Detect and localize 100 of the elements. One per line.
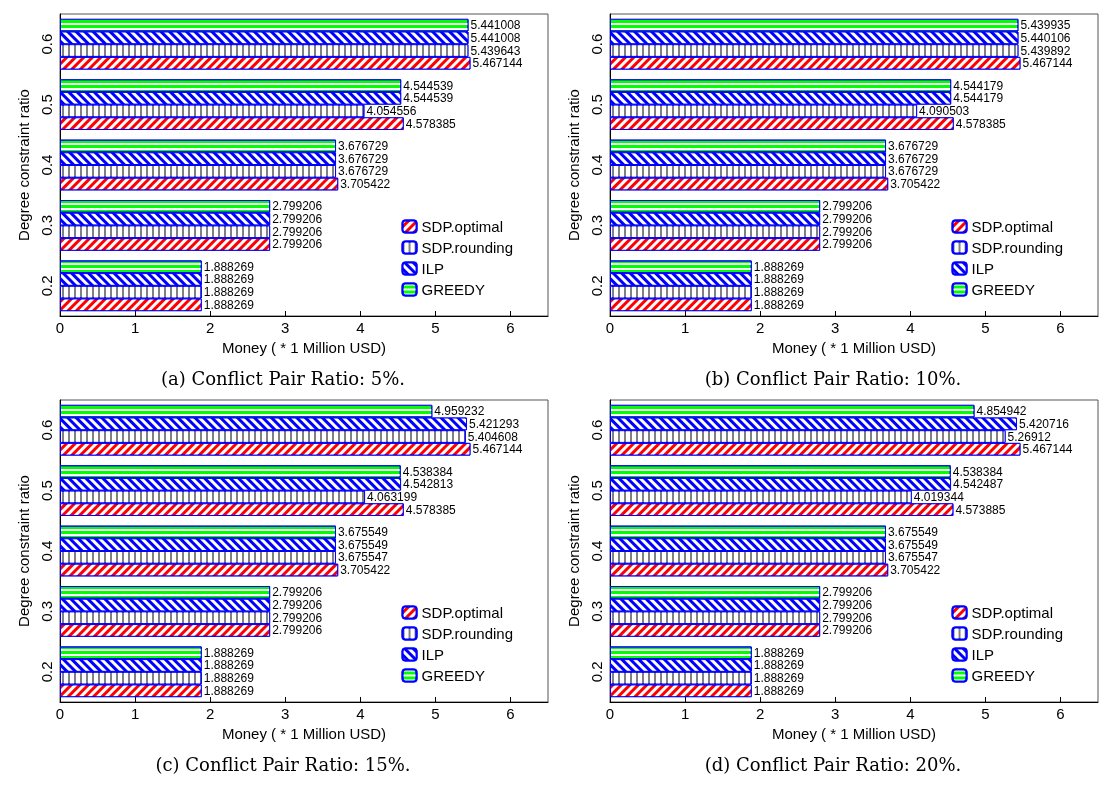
legend-label: SDP.rounding xyxy=(971,625,1064,642)
data-label: 5.439643 xyxy=(470,43,521,58)
data-label: 4.542487 xyxy=(953,477,1004,492)
x-tick-label: 5 xyxy=(431,319,440,336)
x-tick-label: 3 xyxy=(281,705,290,722)
x-axis-title: Money ( * 1 Million USD) xyxy=(771,724,937,742)
data-label: 1.888269 xyxy=(203,272,255,287)
y-tick-label: 0.2 xyxy=(588,275,605,297)
data-label: 4.538384 xyxy=(952,464,1004,479)
x-tick-label: 1 xyxy=(680,705,690,722)
x-tick-label: 1 xyxy=(130,705,140,722)
data-label: 3.705422 xyxy=(890,563,941,578)
data-label: 4.578385 xyxy=(955,116,1007,131)
data-label: 3.676729 xyxy=(338,164,389,179)
x-tick-label: 2 xyxy=(755,705,765,722)
data-label: 5.404608 xyxy=(467,429,519,444)
data-label: 3.675549 xyxy=(337,537,389,552)
data-label: 2.799206 xyxy=(272,212,323,227)
x-tick-label: 4 xyxy=(906,705,915,722)
data-label: 4.578385 xyxy=(405,502,457,517)
y-tick-label: 0.4 xyxy=(38,154,55,176)
data-label: 2.799206 xyxy=(822,224,873,239)
data-label: 4.544179 xyxy=(953,78,1004,93)
y-tick-label: 0.6 xyxy=(588,419,605,441)
data-label: 5.440106 xyxy=(1020,30,1071,45)
data-label: 1.888269 xyxy=(753,645,805,660)
data-label: 2.799206 xyxy=(272,237,323,252)
data-label: 3.676729 xyxy=(888,164,939,179)
data-label: 2.799206 xyxy=(822,623,873,638)
data-label: 2.799206 xyxy=(272,623,323,638)
legend-label: SDP.rounding xyxy=(971,239,1064,256)
data-label: 2.799206 xyxy=(272,585,323,600)
data-label: 5.439935 xyxy=(1020,18,1071,33)
y-tick-label: 0.5 xyxy=(588,480,605,502)
data-label: 3.676729 xyxy=(338,138,389,153)
data-label: 1.888269 xyxy=(753,297,805,312)
data-label: 3.676729 xyxy=(338,151,389,166)
legend-label: SDP.optimal xyxy=(971,604,1053,621)
legend-label: SDP.optimal xyxy=(971,218,1053,235)
x-tick-label: 3 xyxy=(831,319,840,336)
data-label: 4.544179 xyxy=(953,91,1004,106)
data-label: 5.467144 xyxy=(472,56,523,71)
x-tick-label: 5 xyxy=(431,705,440,722)
data-label: 4.538384 xyxy=(402,464,454,479)
data-label: 4.090503 xyxy=(919,103,970,118)
data-label: 2.799206 xyxy=(822,585,873,600)
data-label: 3.675549 xyxy=(887,537,939,552)
legend-label: GREEDY xyxy=(971,667,1035,684)
x-tick-label: 0 xyxy=(55,319,65,336)
legend-label: ILP xyxy=(971,260,995,277)
text: (c) Conflict Pair Ratio: 15%. xyxy=(155,753,411,775)
data-label: 3.675549 xyxy=(337,524,389,539)
data-label: 2.799206 xyxy=(822,199,873,214)
legend-label: GREEDY xyxy=(421,281,485,298)
data-label: 1.888269 xyxy=(203,658,255,673)
legend-label: SDP.rounding xyxy=(421,239,514,256)
x-tick-label: 1 xyxy=(130,319,140,336)
x-tick-label: 6 xyxy=(1056,705,1065,722)
data-label: 2.799206 xyxy=(822,237,873,252)
data-label: 3.675549 xyxy=(887,524,939,539)
data-label: 5.441008 xyxy=(470,30,521,45)
data-label: 3.705422 xyxy=(890,177,941,192)
data-label: 3.676729 xyxy=(888,138,939,153)
y-tick-label: 0.5 xyxy=(38,94,55,116)
legend-label: ILP xyxy=(971,646,995,663)
data-label: 1.888269 xyxy=(753,259,805,274)
y-axis-title: Degree constraint ratio xyxy=(565,475,583,627)
legend-label: SDP.optimal xyxy=(421,604,503,621)
x-tick-label: 5 xyxy=(981,705,990,722)
data-label: 4.959232 xyxy=(434,404,485,419)
x-tick-label: 0 xyxy=(55,705,65,722)
y-tick-label: 0.4 xyxy=(588,154,605,176)
data-label: 5.467144 xyxy=(472,442,523,457)
data-label: 1.888269 xyxy=(753,285,805,300)
data-label: 3.676729 xyxy=(888,151,939,166)
data-label: 1.888269 xyxy=(203,285,255,300)
y-tick-label: 0.3 xyxy=(588,214,605,236)
data-label: 5.467144 xyxy=(1022,56,1073,71)
data-label: 4.578385 xyxy=(405,116,457,131)
data-label: 4.854942 xyxy=(976,404,1027,419)
y-tick-label: 0.6 xyxy=(588,33,605,55)
data-label: 2.799206 xyxy=(272,224,323,239)
x-tick-label: 6 xyxy=(1056,319,1065,336)
legend-label: GREEDY xyxy=(971,281,1035,298)
y-tick-label: 0.2 xyxy=(38,275,55,297)
data-label: 2.799206 xyxy=(822,212,873,227)
y-axis-title: Degree constraint ratio xyxy=(15,89,33,241)
x-tick-label: 1 xyxy=(680,319,690,336)
data-label: 3.705422 xyxy=(340,177,391,192)
data-label: 4.019344 xyxy=(913,489,965,504)
data-label: 1.888269 xyxy=(203,259,255,274)
x-tick-label: 4 xyxy=(356,705,365,722)
data-label: 1.888269 xyxy=(203,671,255,686)
x-tick-label: 2 xyxy=(205,705,215,722)
x-tick-label: 3 xyxy=(281,319,290,336)
data-label: 4.573885 xyxy=(955,502,1006,517)
data-label: 2.799206 xyxy=(272,610,323,625)
x-tick-label: 4 xyxy=(906,319,915,336)
text: (a) Conflict Pair Ratio: 5%. xyxy=(160,367,406,389)
x-axis-title: Money ( * 1 Million USD) xyxy=(771,338,937,356)
